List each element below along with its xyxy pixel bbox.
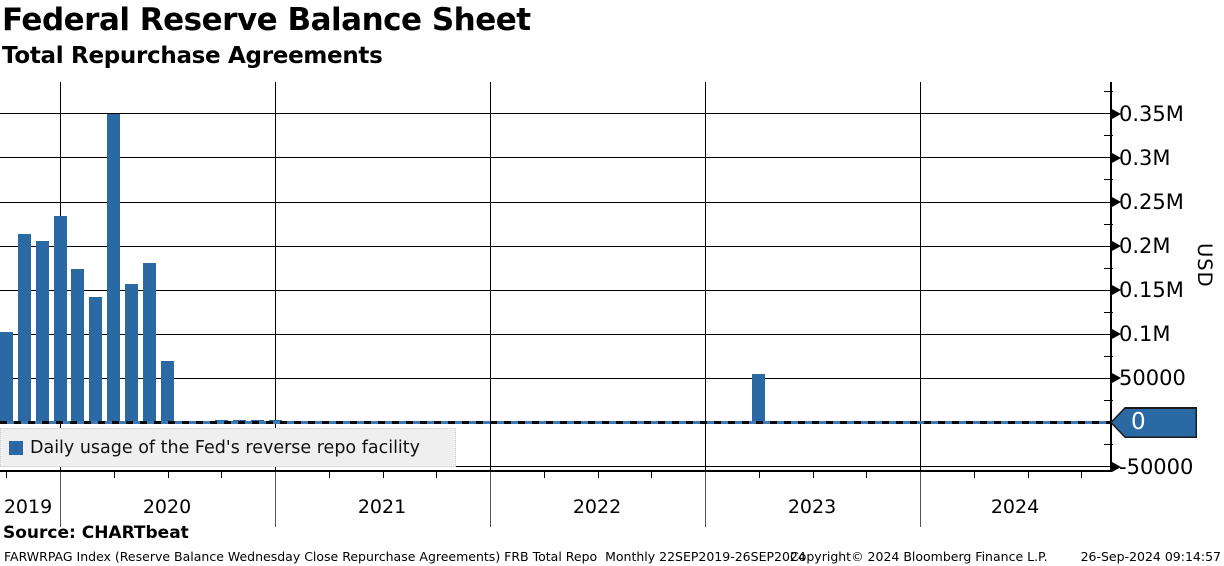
h-gridline (0, 333, 1113, 335)
tick-arrow-icon (1112, 152, 1121, 163)
tick-arrow-icon (1112, 373, 1121, 384)
tick-arrow-icon (1112, 197, 1121, 207)
last-value-flag: 0 (1110, 407, 1197, 438)
x-minor-tick (221, 472, 223, 478)
last-value-flag-fill (1112, 408, 1196, 437)
bar (752, 373, 766, 424)
y-axis-label: -50000 (1119, 454, 1194, 479)
bar (35, 240, 49, 424)
x-axis-year-label: 2021 (357, 496, 407, 518)
bar (53, 216, 67, 424)
y-axis-label: 0.25M (1119, 190, 1184, 214)
chart-title: Federal Reserve Balance Sheet (2, 2, 531, 38)
x-minor-tick (651, 472, 653, 478)
year-divider-extension (705, 470, 706, 527)
source-line: Source: CHARTbeat (3, 523, 189, 543)
y-axis-unit-label: USD (1193, 243, 1216, 288)
x-axis-line (0, 470, 1111, 472)
y-minor-tick (1104, 355, 1113, 357)
x-minor-tick (167, 472, 169, 478)
legend-label: Daily usage of the Fed's reverse repo fa… (30, 437, 421, 458)
y-axis-line (1110, 82, 1112, 472)
y-minor-tick (1104, 135, 1113, 137)
x-minor-tick (973, 472, 975, 478)
x-minor-tick (436, 472, 438, 478)
y-axis-label: 0.1M (1119, 322, 1171, 347)
year-divider-extension (920, 470, 921, 527)
x-axis-year-label: 2024 (990, 496, 1040, 518)
footer-copyright: Copyright© 2024 Bloomberg Finance L.P. (790, 549, 1048, 564)
h-gridline (0, 201, 1113, 203)
x-minor-tick (1081, 472, 1083, 478)
y-minor-tick (1104, 223, 1113, 225)
tick-arrow-icon (1112, 461, 1121, 472)
y-axis-label: 50000 (1119, 366, 1186, 391)
y-axis-label: 0.35M (1119, 101, 1184, 126)
footer-index-description: FARWRPAG Index (Reserve Balance Wednesda… (4, 549, 806, 564)
bar (161, 360, 174, 424)
y-axis-label: 0.2M (1119, 234, 1171, 259)
x-minor-tick (328, 472, 330, 478)
x-minor-tick (758, 472, 760, 478)
bar (89, 297, 103, 424)
x-minor-tick (6, 472, 8, 478)
x-axis-year-label: 2022 (572, 496, 622, 518)
legend-item[interactable]: Daily usage of the Fed's reverse repo fa… (0, 428, 456, 467)
year-divider-extension (275, 470, 276, 527)
y-minor-tick (1104, 267, 1113, 269)
x-minor-tick (812, 472, 814, 478)
x-minor-tick (113, 472, 115, 478)
x-minor-tick (543, 472, 545, 478)
zero-line (0, 421, 1110, 424)
legend-swatch-icon (9, 440, 23, 455)
h-gridline (0, 466, 1113, 468)
x-minor-tick (1027, 472, 1029, 478)
h-gridline (0, 113, 1113, 115)
year-gridline (920, 82, 921, 470)
tick-arrow-icon (1112, 108, 1121, 119)
x-minor-tick (597, 472, 599, 478)
year-divider-extension (490, 470, 491, 527)
h-gridline (0, 377, 1113, 379)
bar (125, 284, 139, 424)
year-gridline (490, 82, 491, 470)
bar (0, 331, 13, 424)
bar (17, 233, 31, 424)
h-gridline (0, 289, 1113, 291)
bar (71, 269, 85, 424)
h-gridline (0, 245, 1113, 247)
tick-arrow-icon (1112, 285, 1121, 296)
h-gridline (0, 157, 1113, 159)
tick-arrow-icon (1112, 329, 1121, 340)
y-axis-label: 0.15M (1119, 278, 1184, 303)
y-minor-tick (1104, 444, 1113, 446)
x-axis-year-label: 2020 (142, 496, 192, 518)
x-minor-tick (866, 472, 868, 478)
bar (143, 262, 157, 424)
x-axis-year-label: 2023 (787, 496, 837, 518)
bar (107, 113, 121, 424)
y-minor-tick (1104, 311, 1113, 313)
x-axis-year-label: 2019 (3, 496, 53, 518)
year-gridline (275, 82, 276, 470)
y-minor-tick (1104, 399, 1113, 401)
year-divider-extension (60, 470, 61, 527)
year-gridline (705, 82, 706, 470)
y-axis-label: 0.3M (1119, 145, 1171, 170)
footer-datetime: 26-Sep-2024 09:14:57 (1080, 549, 1221, 564)
tick-arrow-icon (1112, 241, 1121, 252)
chart-subtitle: Total Repurchase Agreements (2, 43, 383, 69)
x-minor-tick (382, 472, 384, 478)
last-value-flag-label: 0 (1131, 409, 1146, 435)
y-minor-tick (1104, 179, 1113, 181)
y-minor-tick (1104, 91, 1113, 93)
